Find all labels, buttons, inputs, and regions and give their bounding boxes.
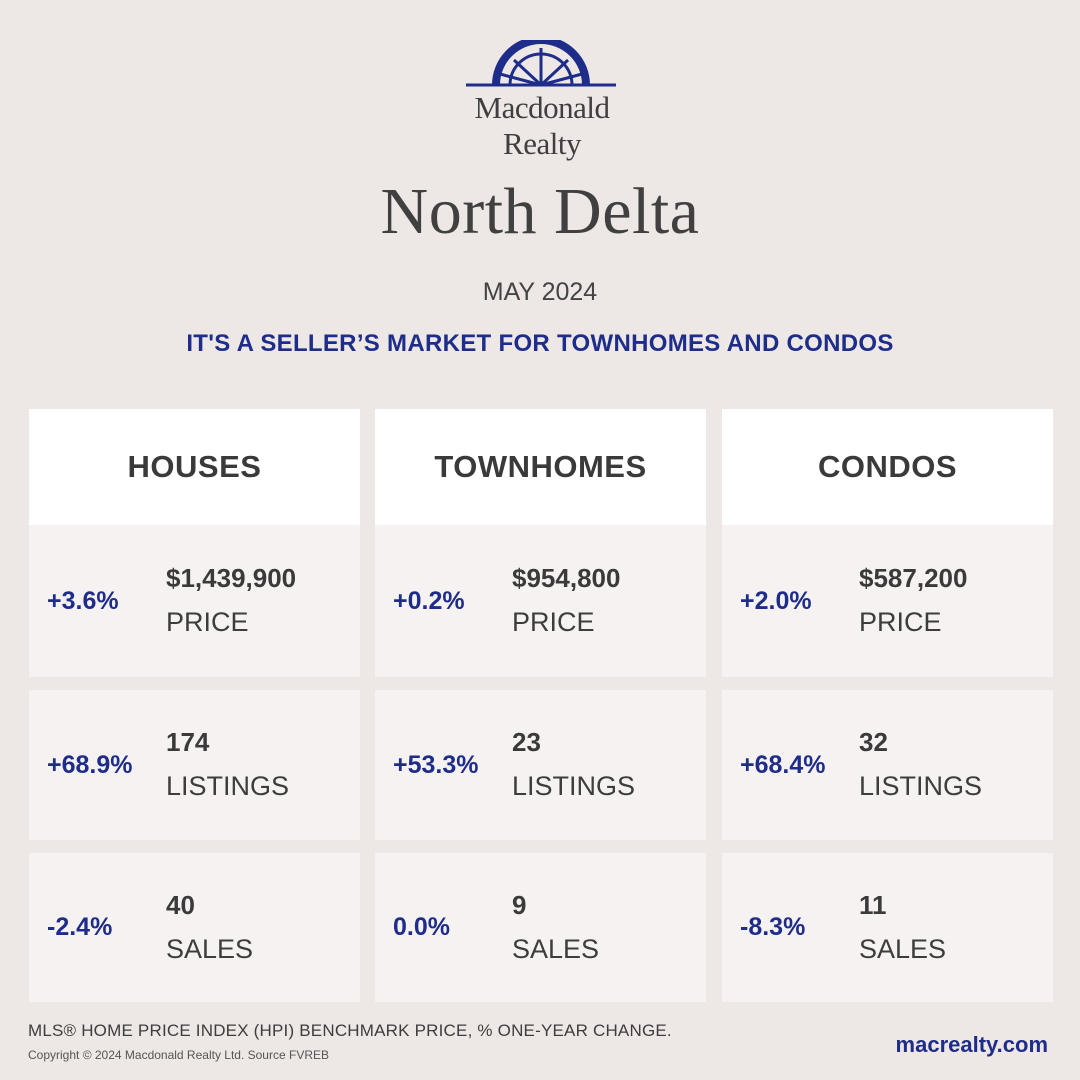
price-card: +3.6% $1,439,900 PRICE <box>29 525 360 677</box>
metric-label: LISTINGS <box>859 771 983 801</box>
change-percent: +0.2% <box>393 586 465 615</box>
price-card: +2.0% $587,200 PRICE <box>722 525 1053 677</box>
listings-card: +53.3% 23 LISTINGS <box>375 690 706 840</box>
sales-card: -8.3% 11 SALES <box>722 853 1053 1002</box>
metric-label: SALES <box>859 933 947 964</box>
brand-name-line2: Realty <box>503 126 581 161</box>
metric-label: LISTINGS <box>512 771 636 801</box>
column-heading: TOWNHOMES <box>375 409 706 525</box>
metric-value: 23 <box>512 727 541 757</box>
macdonald-realty-logo: Macdonald Realty <box>462 40 622 165</box>
sales-card: -2.4% 40 SALES <box>29 853 360 1002</box>
houses-column: HOUSES +3.6% $1,439,900 PRICE +68.9% 174… <box>29 409 360 1002</box>
metric-value: $954,800 <box>512 563 621 593</box>
change-percent: -8.3% <box>740 913 806 941</box>
column-heading: HOUSES <box>29 409 360 525</box>
listings-card: +68.4% 32 LISTINGS <box>722 690 1053 840</box>
change-percent: +53.3% <box>393 750 479 779</box>
metric-value: $1,439,900 <box>166 563 297 593</box>
change-percent: +68.4% <box>740 750 826 779</box>
column-heading: CONDOS <box>722 409 1053 525</box>
sales-card: 0.0% 9 SALES <box>375 853 706 1002</box>
sunburst-logo-icon <box>466 40 616 87</box>
metric-label: PRICE <box>166 607 249 637</box>
metric-value: 174 <box>166 727 210 757</box>
metric-label: LISTINGS <box>166 771 290 801</box>
metric-label: SALES <box>512 933 600 964</box>
change-percent: 0.0% <box>393 913 450 941</box>
change-percent: -2.4% <box>47 913 113 941</box>
price-card: +0.2% $954,800 PRICE <box>375 525 706 677</box>
listings-card: +68.9% 174 LISTINGS <box>29 690 360 840</box>
townhomes-column: TOWNHOMES +0.2% $954,800 PRICE +53.3% 23… <box>375 409 706 1002</box>
page-title: North Delta <box>380 175 700 248</box>
website-link[interactable]: macrealty.com <box>895 1032 1048 1057</box>
metric-value: 40 <box>166 889 195 920</box>
condos-column: CONDOS +2.0% $587,200 PRICE +68.4% 32 LI… <box>722 409 1053 1002</box>
change-percent: +3.6% <box>47 586 119 615</box>
change-percent: +2.0% <box>740 586 812 615</box>
metric-value: $587,200 <box>859 563 968 593</box>
brand-name-line1: Macdonald <box>474 90 610 125</box>
metric-value: 11 <box>859 889 887 920</box>
report-period: MAY 2024 <box>482 278 598 306</box>
footnote: MLS® HOME PRICE INDEX (HPI) BENCHMARK PR… <box>28 1021 672 1040</box>
metric-value: 9 <box>512 889 527 920</box>
metric-value: 32 <box>859 727 888 757</box>
metric-label: SALES <box>166 933 254 964</box>
metric-label: PRICE <box>859 607 942 637</box>
change-percent: +68.9% <box>47 750 133 779</box>
market-headline: IT'S A SELLER’S MARKET FOR TOWNHOMES AND… <box>186 330 894 357</box>
metric-label: PRICE <box>512 607 595 637</box>
copyright: Copyright © 2024 Macdonald Realty Ltd. S… <box>28 1048 329 1062</box>
